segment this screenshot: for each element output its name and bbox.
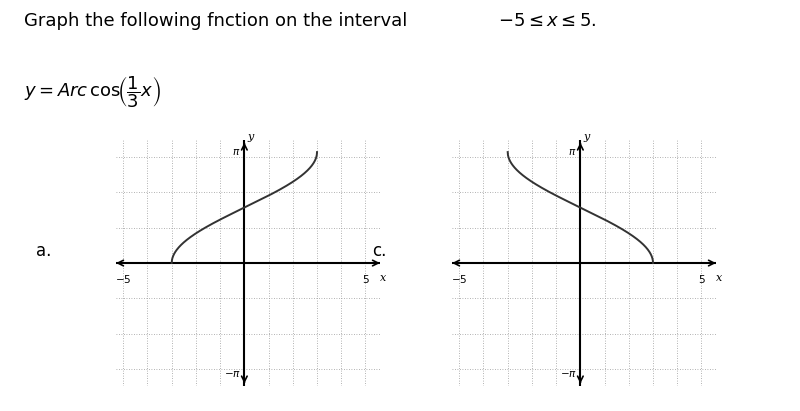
Text: $5$: $5$ — [362, 273, 370, 285]
Text: y: y — [583, 132, 590, 142]
Text: $5$: $5$ — [698, 273, 706, 285]
Text: $-5$: $-5$ — [115, 273, 131, 285]
Text: a.: a. — [36, 242, 51, 260]
Text: $-5 \leq x \leq 5.$: $-5 \leq x \leq 5.$ — [498, 12, 596, 30]
Text: x: x — [716, 273, 722, 283]
Text: $y = Arc\,\mathrm{cos}\!\left(\dfrac{1}{3}x\right)$: $y = Arc\,\mathrm{cos}\!\left(\dfrac{1}{… — [24, 74, 161, 110]
Text: $\pi$: $\pi$ — [568, 147, 577, 157]
Text: Graph the following fnction on the interval: Graph the following fnction on the inter… — [24, 12, 413, 30]
Text: $-\pi$: $-\pi$ — [560, 369, 577, 379]
Text: c.: c. — [372, 242, 386, 260]
Text: $\pi$: $\pi$ — [232, 147, 241, 157]
Text: y: y — [247, 132, 254, 142]
Text: $-\pi$: $-\pi$ — [224, 369, 241, 379]
Text: $-5$: $-5$ — [451, 273, 467, 285]
Text: x: x — [380, 273, 386, 283]
